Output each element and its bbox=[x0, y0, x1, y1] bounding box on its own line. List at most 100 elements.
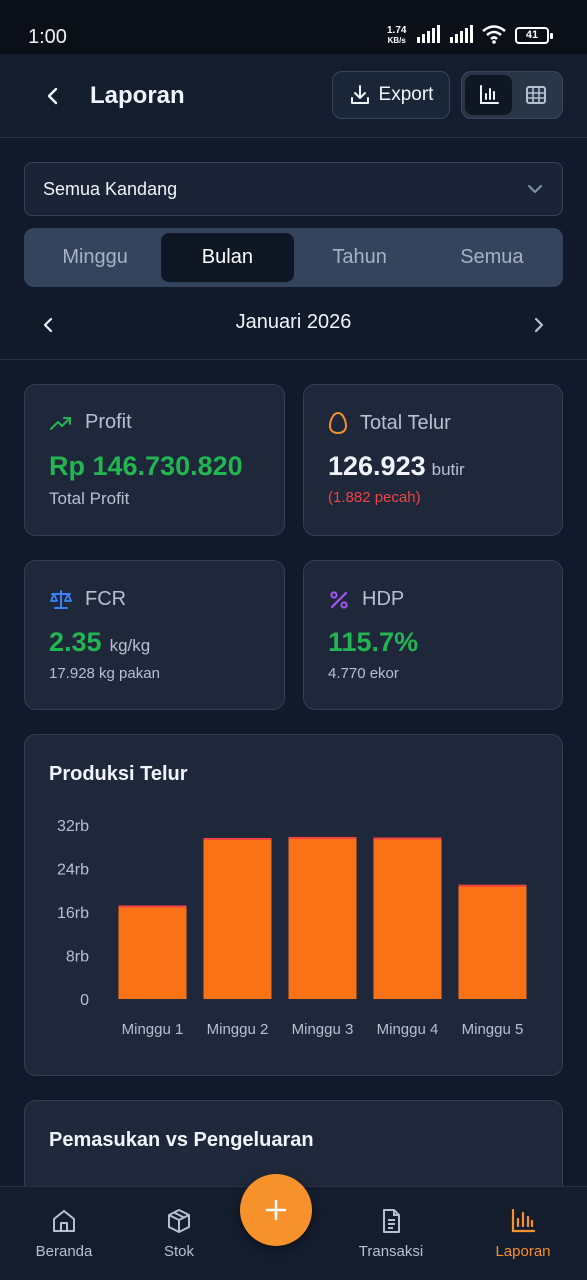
bar-broken-segment bbox=[458, 884, 527, 887]
profit-caption: Total Profit bbox=[49, 489, 130, 508]
hdp-title: HDP bbox=[362, 588, 405, 610]
total-eggs-header: Total Telur bbox=[328, 411, 451, 435]
page-title: Laporan bbox=[90, 82, 185, 109]
chart-view-button[interactable] bbox=[465, 75, 512, 115]
bar-minggu-1[interactable] bbox=[118, 905, 187, 999]
trending-up-icon bbox=[50, 416, 71, 430]
hdp-card: HDP 115.7% 4.770 ekor bbox=[303, 560, 563, 710]
box-icon bbox=[168, 1209, 190, 1233]
y-tick-label: 8rb bbox=[66, 949, 89, 966]
period-label: Januari 2026 bbox=[235, 311, 352, 333]
egg-production-chart-card: Produksi Telur 0 8rb 16rb 24rb 32rb Minggu 1 M… bbox=[24, 734, 563, 1076]
fcr-title: FCR bbox=[85, 588, 127, 610]
x-tick-label: Minggu 4 bbox=[377, 1021, 439, 1038]
fcr-header: FCR bbox=[49, 588, 126, 611]
add-button[interactable] bbox=[240, 1174, 312, 1246]
network-speed-value: 1.74 bbox=[387, 25, 407, 36]
chevron-left-icon bbox=[43, 317, 53, 333]
tab-tahun[interactable]: Tahun bbox=[332, 246, 387, 268]
kandang-select-value: Semua Kandang bbox=[43, 178, 178, 199]
fcr-caption: 17.928 kg pakan bbox=[49, 665, 160, 682]
fcr-value: 2.35 bbox=[49, 627, 102, 657]
chevron-right-icon bbox=[534, 317, 544, 333]
fcr-unit: kg/kg bbox=[109, 636, 151, 655]
nav-laporan-label: Laporan bbox=[495, 1243, 551, 1260]
broken-eggs-note: (1.882 pecah) bbox=[328, 489, 421, 506]
cell-signal-icon bbox=[417, 25, 440, 43]
period-navigator: Januari 2026 bbox=[0, 296, 587, 352]
scale-icon bbox=[50, 589, 72, 609]
bar-broken-segment bbox=[288, 836, 357, 839]
total-eggs-value: 126.923 bbox=[328, 451, 426, 481]
download-icon bbox=[350, 85, 369, 104]
tab-semua[interactable]: Semua bbox=[460, 246, 524, 268]
status-time: 1:00 bbox=[28, 26, 67, 48]
next-period-button[interactable] bbox=[524, 310, 554, 340]
bar-broken-segment bbox=[118, 905, 187, 908]
y-tick-label: 16rb bbox=[57, 905, 89, 922]
y-tick-label: 32rb bbox=[57, 818, 89, 835]
export-label: Export bbox=[378, 84, 434, 105]
y-tick-label: 0 bbox=[80, 992, 89, 1009]
cell-signal-2-icon bbox=[450, 25, 473, 43]
wifi-icon bbox=[482, 25, 506, 44]
x-tick-label: Minggu 3 bbox=[292, 1021, 354, 1038]
nav-laporan[interactable]: Laporan bbox=[473, 1205, 573, 1260]
prev-period-button[interactable] bbox=[33, 310, 63, 340]
battery-icon: 41 bbox=[515, 27, 553, 44]
bar-minggu-5[interactable] bbox=[458, 884, 527, 999]
bar-minggu-3[interactable] bbox=[288, 836, 357, 999]
export-button[interactable]: Export bbox=[332, 71, 450, 119]
y-tick-label: 24rb bbox=[57, 862, 89, 879]
percent-icon bbox=[330, 590, 348, 609]
profit-value: Rp 146.730.820 bbox=[49, 451, 243, 481]
profit-card-header: Profit bbox=[49, 411, 132, 434]
x-tick-label: Minggu 5 bbox=[462, 1021, 524, 1038]
x-tick-label: Minggu 1 bbox=[122, 1021, 184, 1038]
tab-bulan[interactable]: Bulan bbox=[161, 233, 294, 282]
bar-minggu-2[interactable] bbox=[203, 838, 272, 999]
chart-title: Produksi Telur bbox=[49, 763, 188, 785]
back-button[interactable] bbox=[36, 76, 68, 116]
bar-chart-icon bbox=[479, 85, 499, 104]
hdp-header: HDP bbox=[328, 588, 404, 611]
chevron-down-icon bbox=[528, 185, 542, 193]
plus-icon bbox=[265, 1199, 287, 1221]
network-speed: 1.74 KB/s bbox=[387, 26, 406, 46]
nav-transaksi-label: Transaksi bbox=[358, 1243, 424, 1260]
egg-production-chart: 0 8rb 16rb 24rb 32rb Minggu 1 Minggu 2 Minggu 3… bbox=[57, 818, 527, 1038]
tab-minggu[interactable]: Minggu bbox=[62, 246, 128, 268]
bar-broken-segment bbox=[203, 838, 272, 841]
app-bar: Laporan Export bbox=[0, 54, 587, 138]
section-divider bbox=[0, 359, 587, 360]
x-tick-label: Minggu 2 bbox=[207, 1021, 269, 1038]
nav-beranda[interactable]: Beranda bbox=[14, 1205, 114, 1260]
bar-minggu-4[interactable] bbox=[373, 837, 442, 999]
profit-title: Profit bbox=[85, 411, 132, 433]
egg-icon bbox=[328, 411, 348, 435]
fcr-card: FCR 2.35 kg/kg 17.928 kg pakan bbox=[24, 560, 285, 710]
nav-stok-label: Stok bbox=[163, 1243, 194, 1260]
home-icon bbox=[53, 1210, 75, 1232]
view-toggle bbox=[461, 71, 563, 119]
total-eggs-card: Total Telur 126.923 butir (1.882 pecah) bbox=[303, 384, 563, 536]
income-expense-title: Pemasukan vs Pengeluaran bbox=[49, 1129, 314, 1151]
table-icon bbox=[525, 86, 546, 104]
nav-stok[interactable]: Stok bbox=[129, 1205, 229, 1260]
kandang-select[interactable]: Semua Kandang bbox=[24, 162, 563, 216]
table-view-button[interactable] bbox=[512, 75, 559, 115]
total-eggs-unit: butir bbox=[431, 460, 465, 479]
total-eggs-value-row: 126.923 butir bbox=[328, 451, 465, 482]
hdp-caption: 4.770 ekor bbox=[328, 665, 399, 682]
nav-transaksi[interactable]: Transaksi bbox=[341, 1205, 441, 1260]
hdp-value: 115.7% bbox=[328, 627, 419, 657]
bar-broken-segment bbox=[373, 837, 442, 840]
fcr-value-row: 2.35 kg/kg bbox=[49, 627, 150, 658]
total-eggs-title: Total Telur bbox=[360, 411, 451, 434]
profit-card: Profit Rp 146.730.820 Total Profit bbox=[24, 384, 285, 536]
bar-chart-icon bbox=[511, 1208, 536, 1233]
period-tabs: Minggu Bulan Tahun Semua bbox=[24, 228, 563, 287]
chevron-left-icon bbox=[47, 87, 58, 105]
status-bar: 1:00 1.74 KB/s 41 bbox=[0, 0, 587, 54]
nav-beranda-label: Beranda bbox=[35, 1243, 93, 1260]
